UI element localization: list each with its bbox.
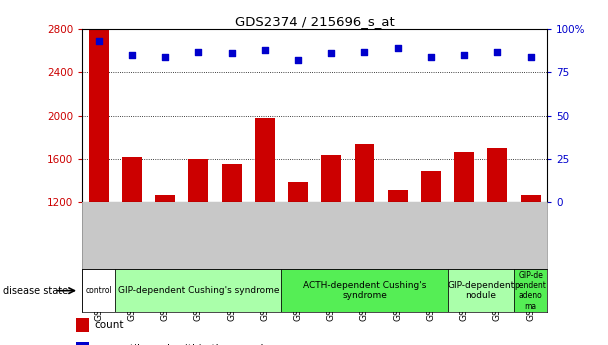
Point: [193, 49, 203, 55]
Point: [492, 49, 502, 55]
Bar: [388, 190, 407, 331]
Point: [526, 54, 536, 60]
Bar: [116, 269, 282, 312]
Point: [326, 51, 336, 56]
Point: [293, 58, 303, 63]
Bar: [488, 148, 507, 331]
Text: GIP-de
pendent
adeno
ma: GIP-de pendent adeno ma: [514, 270, 547, 311]
Bar: [421, 170, 441, 331]
Text: GIP-dependent Cushing's syndrome: GIP-dependent Cushing's syndrome: [117, 286, 279, 295]
Bar: [222, 164, 241, 331]
Bar: [76, 343, 89, 345]
Point: [459, 52, 469, 58]
Point: [227, 51, 237, 56]
Bar: [282, 269, 447, 312]
Bar: [520, 195, 541, 331]
Text: GIP-dependent
nodule: GIP-dependent nodule: [447, 281, 514, 300]
Point: [94, 39, 103, 44]
Point: [359, 49, 369, 55]
Point: [426, 54, 436, 60]
Title: GDS2374 / 215696_s_at: GDS2374 / 215696_s_at: [235, 15, 395, 28]
Bar: [514, 269, 547, 312]
Text: control: control: [85, 286, 112, 295]
Bar: [188, 159, 209, 331]
Point: [127, 52, 137, 58]
Bar: [288, 183, 308, 331]
Text: ACTH-dependent Cushing's
syndrome: ACTH-dependent Cushing's syndrome: [303, 281, 426, 300]
Point: [393, 46, 402, 51]
Point: [260, 47, 270, 53]
Point: [161, 54, 170, 60]
Bar: [155, 195, 175, 331]
Bar: [255, 118, 275, 331]
Text: percentile rank within the sample: percentile rank within the sample: [94, 344, 270, 345]
Bar: [76, 318, 89, 332]
Bar: [122, 157, 142, 331]
Bar: [447, 269, 514, 312]
Text: disease state: disease state: [3, 286, 68, 296]
Bar: [454, 152, 474, 331]
Bar: [321, 156, 341, 331]
Bar: [89, 29, 109, 331]
Text: count: count: [94, 320, 124, 330]
Bar: [354, 144, 375, 331]
Bar: [82, 269, 116, 312]
